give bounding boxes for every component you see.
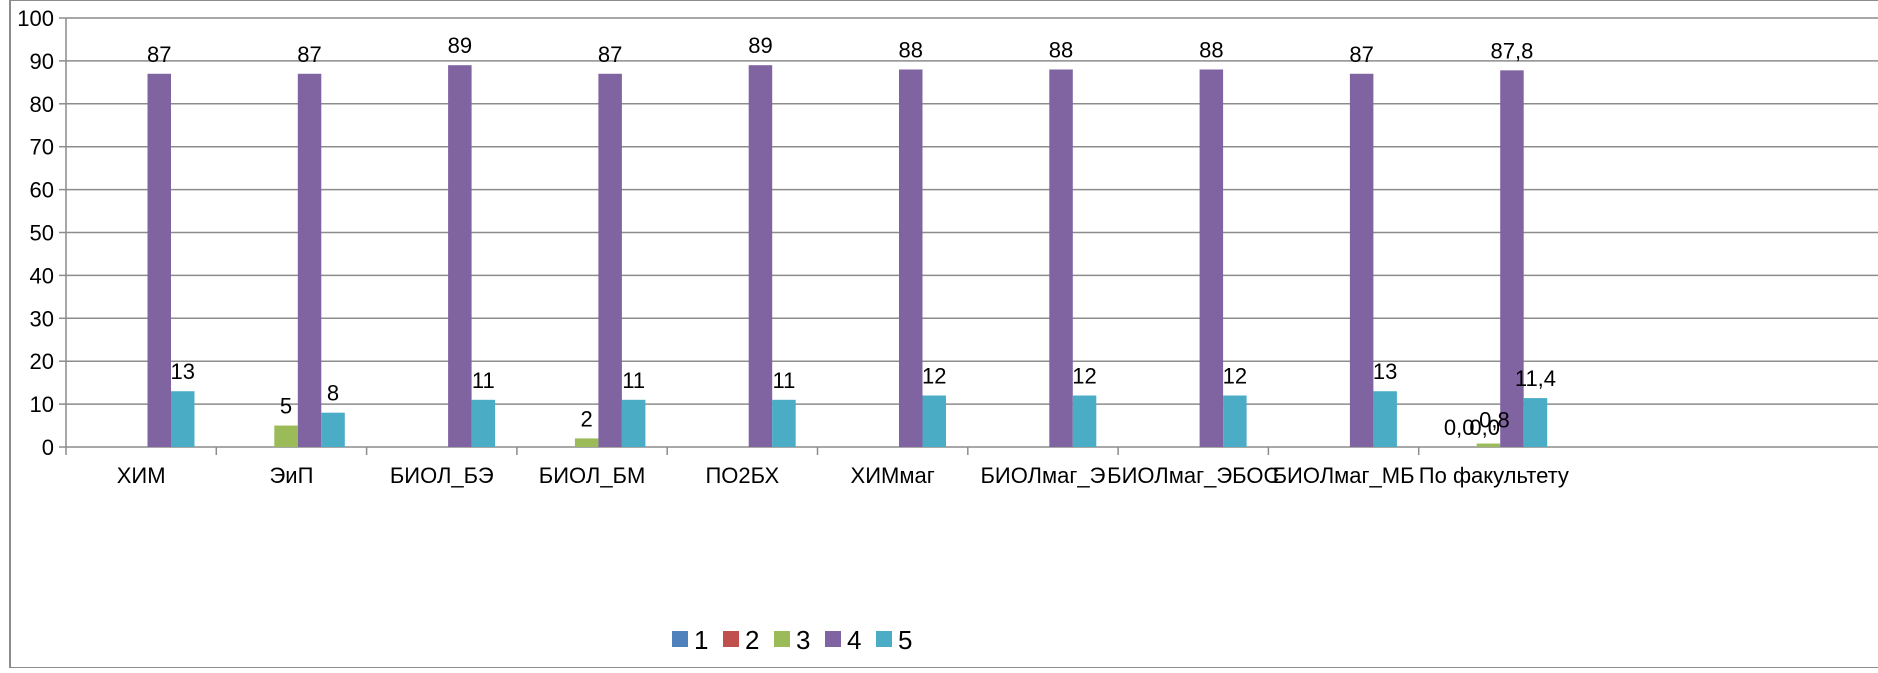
bar-series-5 [171,391,195,447]
bar-series-4 [899,69,923,447]
data-label-series-5: 11 [622,368,645,393]
x-category-label: БИОЛмаг_ЭБОС [1107,463,1279,488]
bar-series-5 [471,399,496,447]
data-label-series-3: 2 [581,406,593,431]
y-tick-label: 0 [42,435,54,460]
data-label-series-4: 87 [147,42,171,67]
data-label-series-5: 11,4 [1515,366,1556,391]
y-tick-label: 100 [17,6,54,31]
y-tick-label: 50 [30,221,54,246]
bar-series-5 [772,399,796,447]
data-label-series-4: 88 [1049,37,1073,62]
data-label-series-5: 8 [327,381,339,406]
x-category-label: БИОЛмаг_МБ [1273,463,1415,488]
data-label-series-5: 12 [1223,364,1247,389]
legend-label-series-1: 1 [694,625,708,655]
data-labels: 87 13 5 87 8 89 11 2 87 11 89 11 88 12 88 12 88 12 87 13 0,0… [147,33,1556,440]
chart-frame [9,0,1878,669]
data-label-series-4: 87 [1349,42,1373,67]
data-label-series-4: 87 [598,42,622,67]
x-category-label: ХИМмаг [851,463,935,488]
bar-series-3 [574,438,599,447]
data-label-series-5: 11 [472,368,495,393]
bars [147,65,1548,448]
data-label-series-5: 13 [171,359,195,384]
y-tick-label: 30 [30,306,54,331]
data-label-series-1: 0,0 [1444,415,1475,440]
data-label-series-3: 0,8 [1479,408,1510,433]
bar-series-5 [1523,398,1548,447]
data-label-series-4: 89 [448,33,472,58]
bar-series-4 [748,65,773,447]
legend-swatch-series-3 [774,631,790,647]
x-category-label: ЭиП [269,463,313,488]
bar-series-5 [1223,395,1247,447]
bar-series-4 [1049,69,1073,447]
legend-label-series-3: 3 [796,625,810,655]
bar-series-4 [147,73,171,448]
data-label-series-4: 87,8 [1491,38,1534,63]
bar-series-4 [598,73,622,448]
x-category-label: По факультету [1419,463,1569,488]
bar-series-4 [1349,73,1374,448]
data-label-series-4: 89 [748,33,772,58]
axes: 0 10 20 30 40 50 60 70 80 90 100 [17,6,1878,460]
category-labels: ХИМ ЭиП БИОЛ_БЭ БИОЛ_БМ ПО2БХ ХИМмаг БИОЛмаг_Э… [117,463,1569,488]
data-label-series-5: 11 [773,368,796,393]
bar-series-4 [297,73,322,448]
y-tick-label: 70 [30,135,54,160]
bar-series-5 [621,399,646,447]
bar-series-5 [1373,391,1397,447]
y-tick-label: 60 [30,178,54,203]
data-label-series-2: 0,0 [1469,415,1500,440]
legend-swatch-series-5 [876,631,892,647]
bar-series-3 [274,425,298,447]
x-category-label: БИОЛмаг_Э [980,463,1105,488]
data-label-series-4: 87 [297,42,321,67]
data-label-series-4: 88 [899,37,923,62]
y-tick-label: 40 [30,263,54,288]
legend-label-series-4: 4 [847,625,861,655]
x-category-label: БИОЛ_БЭ [390,463,494,488]
bar-series-5 [1072,395,1097,447]
bar-series-5 [922,395,946,447]
y-tick-label: 20 [30,349,54,374]
legend-swatch-series-1 [672,631,688,647]
legend-label-series-5: 5 [898,625,912,655]
bar-series-4 [1500,70,1524,447]
data-label-series-5: 12 [1072,364,1096,389]
data-label-series-5: 13 [1373,359,1397,384]
y-tick-label: 90 [30,49,54,74]
y-tick-label: 80 [30,92,54,117]
data-label-series-3: 5 [280,394,292,419]
legend-swatch-series-2 [723,631,739,647]
legend-swatch-series-4 [825,631,841,647]
legend: 1 2 3 4 5 [672,625,912,655]
data-label-series-4: 88 [1199,37,1223,62]
x-category-label: ХИМ [117,463,166,488]
y-tick-label: 10 [30,392,54,417]
legend-label-series-2: 2 [745,625,759,655]
bar-series-4 [1199,69,1224,447]
bar-series-4 [448,65,472,447]
bar-series-3 [1476,443,1501,447]
x-category-label: ПО2БХ [705,463,779,488]
data-label-series-5: 12 [922,364,946,389]
gridlines [66,17,1878,405]
bar-series-5 [321,412,345,447]
x-category-label: БИОЛ_БМ [539,463,646,488]
